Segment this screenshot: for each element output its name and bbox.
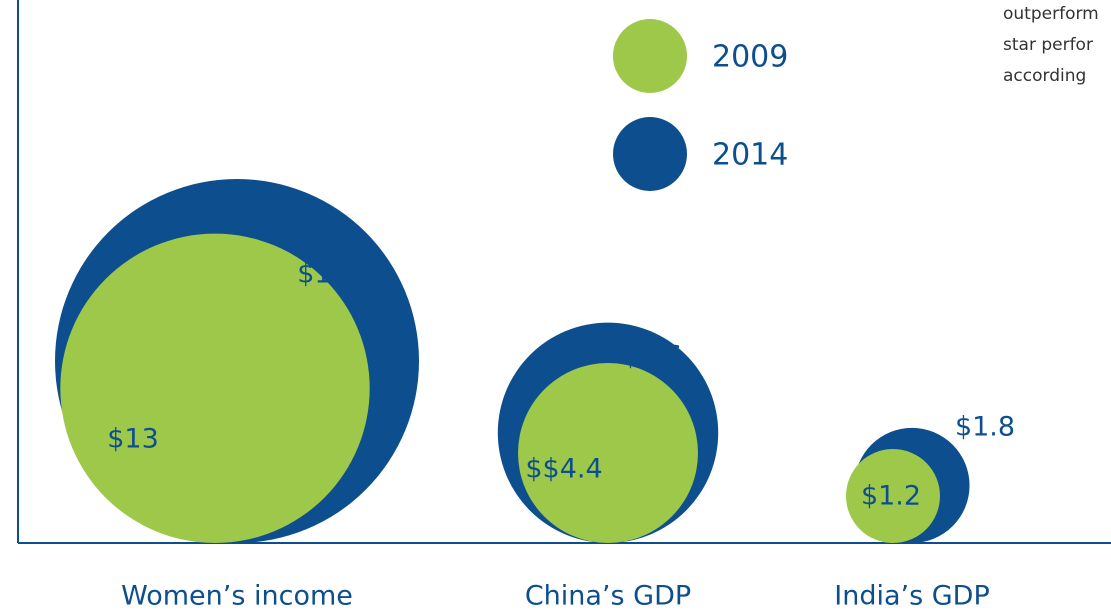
category-label: China’s GDP: [525, 581, 691, 612]
legend-label: 2014: [712, 138, 788, 173]
value-label: $1.8: [955, 412, 1015, 443]
category-label: Women’s income: [121, 581, 353, 612]
legend-swatch: [613, 19, 687, 93]
value-label: $13: [107, 424, 159, 455]
legend-swatch: [613, 117, 687, 191]
bubble: [846, 449, 940, 543]
value-label: $18: [297, 259, 349, 290]
legend-label: 2009: [712, 40, 788, 75]
value-label: $6.6: [622, 341, 682, 372]
annotation: star perfor: [1003, 35, 1093, 55]
value-label: $1.2: [861, 481, 921, 512]
category-label: India’s GDP: [834, 581, 990, 612]
annotation: outperform: [1003, 4, 1099, 24]
annotation: according: [1003, 66, 1086, 86]
value-label: $$4.4: [525, 454, 602, 485]
bubble: [518, 363, 698, 543]
bubble: [60, 233, 370, 543]
